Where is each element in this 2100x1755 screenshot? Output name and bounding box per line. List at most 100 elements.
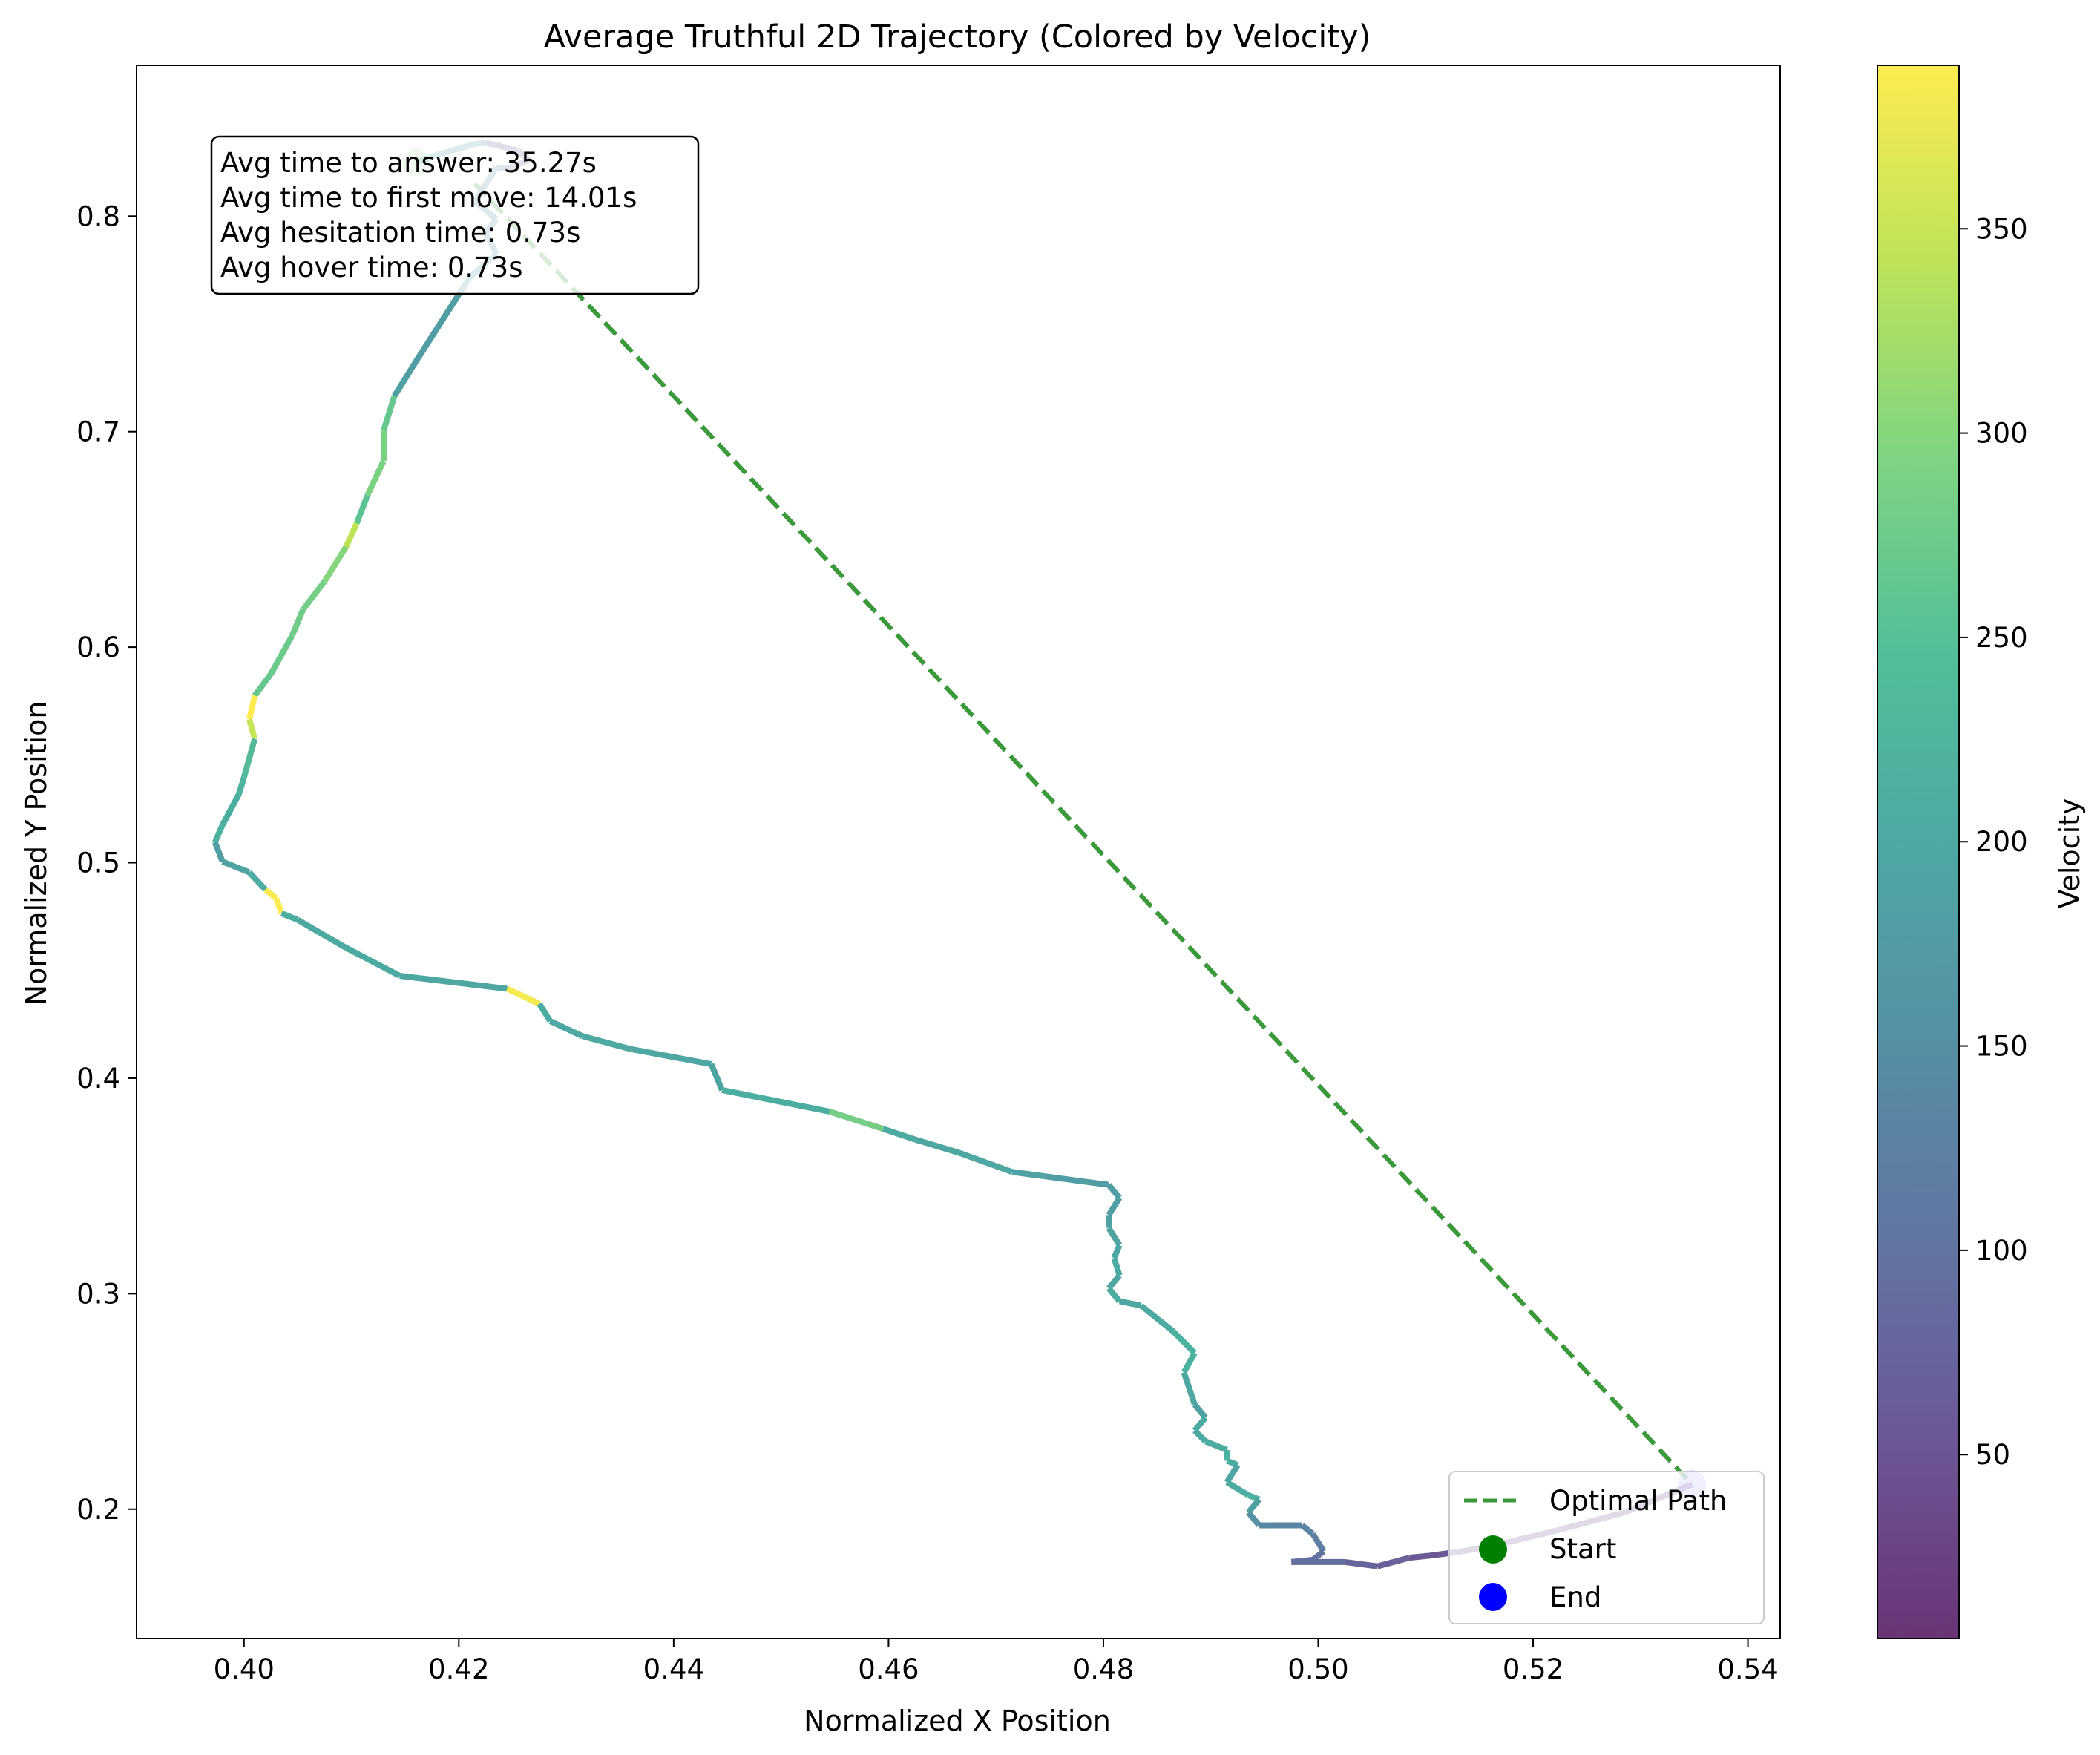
trajectory-segment — [247, 870, 268, 892]
trajectory-segment — [1139, 1303, 1165, 1325]
trajectory-segment — [1043, 1173, 1109, 1188]
trajectory-segment — [1181, 1351, 1198, 1374]
trajectory-segment — [220, 793, 242, 827]
trajectory-segment — [548, 1018, 584, 1039]
trajectory-segment — [235, 776, 247, 796]
trajectory-segment — [1246, 1498, 1261, 1515]
trajectory-segment — [246, 695, 258, 721]
trajectory-segment — [1106, 1273, 1122, 1290]
x-tick-label: 0.54 — [1717, 1653, 1778, 1685]
colorbar-tick-label: 250 — [1975, 622, 2028, 654]
trajectory-segment — [1225, 1480, 1250, 1498]
y-tick-label: 0.5 — [76, 847, 120, 879]
annotation-line-time-to-first-move: Avg time to first move: 14.01s — [220, 182, 637, 214]
colorbar-tick-label: 50 — [1975, 1439, 2010, 1471]
trajectory-segment — [399, 973, 508, 992]
x-tick-label: 0.44 — [643, 1653, 704, 1685]
trajectory-segment — [246, 718, 258, 740]
trajectory-segment — [1161, 1320, 1175, 1334]
trajectory-segment — [1106, 1195, 1123, 1217]
x-tick-label: 0.48 — [1073, 1653, 1134, 1685]
trajectory-segment — [273, 897, 285, 915]
y-tick-label: 0.4 — [76, 1063, 120, 1095]
trajectory-segment — [344, 945, 401, 979]
x-axis-ticks: 0.40 0.42 0.44 0.46 0.48 0.50 0.52 0.54 — [214, 1638, 1779, 1685]
trajectory-segment — [1111, 1257, 1123, 1276]
trajectory-segment — [1106, 1183, 1122, 1200]
trajectory-segment — [1192, 1428, 1208, 1444]
trajectory-segment — [1345, 1558, 1378, 1569]
y-tick-label: 0.2 — [76, 1494, 120, 1526]
trajectory-segment — [263, 887, 278, 901]
annotation-line-hover-time: Avg hover time: 0.73s — [220, 252, 523, 283]
colorbar-tick-label: 300 — [1975, 418, 2028, 450]
legend-start-marker — [1479, 1535, 1507, 1564]
x-tick-label: 0.50 — [1287, 1653, 1348, 1685]
trajectory-segment — [1246, 1510, 1261, 1528]
trajectory-segment — [1181, 1371, 1198, 1406]
trajectory-segment — [581, 1033, 631, 1052]
legend: Optimal Path Start End — [1448, 1471, 1765, 1624]
trajectory-segment — [1300, 1523, 1315, 1537]
trajectory-segment — [1204, 1438, 1228, 1453]
legend-optimal-path-label: Optimal Path — [1549, 1485, 1727, 1517]
y-tick-label: 0.7 — [76, 416, 120, 448]
plot-area — [136, 65, 1781, 1639]
y-tick-label: 0.8 — [76, 200, 120, 232]
annotation-line-hesitation-time: Avg hesitation time: 0.73s — [220, 217, 580, 249]
colorbar-tick-label: 150 — [1975, 1031, 2028, 1063]
trajectory-segment — [1111, 1244, 1123, 1259]
trajectory-segment — [957, 1149, 1014, 1175]
y-axis-label: Normalized Y Position — [20, 701, 53, 1006]
x-tick-label: 0.52 — [1503, 1653, 1563, 1685]
chart-title: Average Truthful 2D Trajectory (Colored … — [544, 19, 1371, 56]
optimal-path-line — [473, 182, 1694, 1486]
colorbar-tick-label: 200 — [1975, 826, 2028, 858]
colorbar-tick-label: 100 — [1975, 1235, 2028, 1267]
trajectory-segment — [1310, 1532, 1327, 1553]
annotation-line-time-to-answer: Avg time to answer: 35.27s — [220, 147, 597, 179]
trajectory-segment — [882, 1126, 916, 1143]
trajectory-segment — [828, 1109, 885, 1132]
y-axis-ticks: 0.2 0.3 0.4 0.5 0.6 0.7 0.8 — [76, 200, 137, 1526]
trajectory-segment — [289, 608, 306, 637]
colorbar-gradient — [1877, 65, 1959, 1638]
trajectory-segment — [343, 522, 360, 548]
legend-end-label: End — [1549, 1581, 1601, 1613]
trajectory-segment — [1224, 1463, 1241, 1484]
x-tick-label: 0.46 — [858, 1653, 919, 1685]
trajectory-segment — [392, 360, 419, 398]
trajectory-segment — [630, 1046, 712, 1067]
trajectory-segment — [301, 580, 327, 611]
x-tick-label: 0.42 — [428, 1653, 489, 1685]
trajectory-segment — [280, 911, 299, 923]
trajectory-segment — [1192, 1415, 1208, 1433]
trajectory-segment — [505, 985, 541, 1007]
y-tick-label: 0.6 — [76, 632, 120, 663]
plot-frame — [136, 65, 1781, 1639]
x-axis-label: Normalized X Position — [804, 1705, 1111, 1737]
trajectory-segment — [381, 395, 398, 432]
legend-frame — [1448, 1471, 1765, 1624]
trajectory-segment — [252, 672, 274, 698]
trajectory-segment — [537, 1002, 553, 1023]
x-tick-label: 0.40 — [214, 1653, 275, 1685]
trajectory-segment — [321, 545, 349, 583]
trajectory-segment — [721, 1086, 830, 1115]
trajectory-segment — [1171, 1329, 1197, 1356]
trajectory-segment — [240, 738, 258, 778]
trajectory-segment — [914, 1136, 959, 1155]
trajectory-segment — [1377, 1555, 1411, 1569]
legend-end-marker — [1479, 1583, 1507, 1611]
trajectory-segment — [296, 917, 348, 951]
trajectory-segment — [268, 634, 295, 676]
legend-start-label: Start — [1549, 1533, 1616, 1565]
trajectory-segment — [1118, 1298, 1142, 1309]
trajectory-segment — [1106, 1226, 1123, 1247]
trajectory-segment — [212, 824, 226, 844]
trajectory-segment — [221, 859, 251, 876]
trajectory-segment — [364, 459, 387, 497]
trajectory-segment — [1106, 1286, 1122, 1304]
trajectory-segment — [211, 841, 226, 863]
